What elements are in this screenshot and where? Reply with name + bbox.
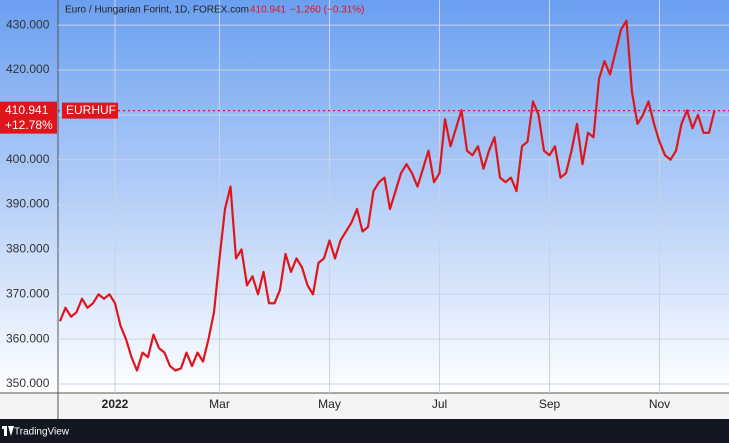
brand: TradingView [14, 427, 70, 438]
y-tick-label: 400.000 [6, 152, 50, 166]
symbol-label: EURHUF [66, 103, 116, 117]
x-axis-band [0, 393, 729, 419]
y-tick-label: 420.000 [6, 62, 50, 76]
x-tick-label: May [318, 397, 341, 411]
y-tick-label: 380.000 [6, 242, 50, 256]
y-tick-label: 370.000 [6, 286, 50, 300]
change-label: +12.78% [5, 118, 53, 132]
title-change: −1.260 (−0.31%) [290, 5, 365, 16]
price-label: 410.941 [5, 103, 49, 117]
x-tick-label: Sep [539, 397, 561, 411]
title-price: 410.941 [250, 5, 287, 16]
y-tick-label: 430.000 [6, 17, 50, 31]
footer [0, 419, 729, 443]
x-tick-label: Jul [432, 397, 447, 411]
plot-background [0, 0, 729, 393]
marks [58, 19, 729, 372]
price-line [58, 19, 716, 372]
y-tick-label: 360.000 [6, 331, 50, 345]
x-tick-label: 2022 [102, 397, 129, 411]
brand-logo [2, 426, 14, 436]
grid [58, 0, 729, 393]
price-badge [0, 101, 57, 134]
symbol-badge [62, 102, 118, 119]
x-tick-label: Nov [649, 397, 670, 411]
y-tick-label: 350.000 [6, 376, 50, 390]
chart-title: Euro / Hungarian Forint, 1D, FOREX.com [65, 5, 249, 16]
y-tick-label: 390.000 [6, 197, 50, 211]
x-tick-label: Mar [209, 397, 230, 411]
